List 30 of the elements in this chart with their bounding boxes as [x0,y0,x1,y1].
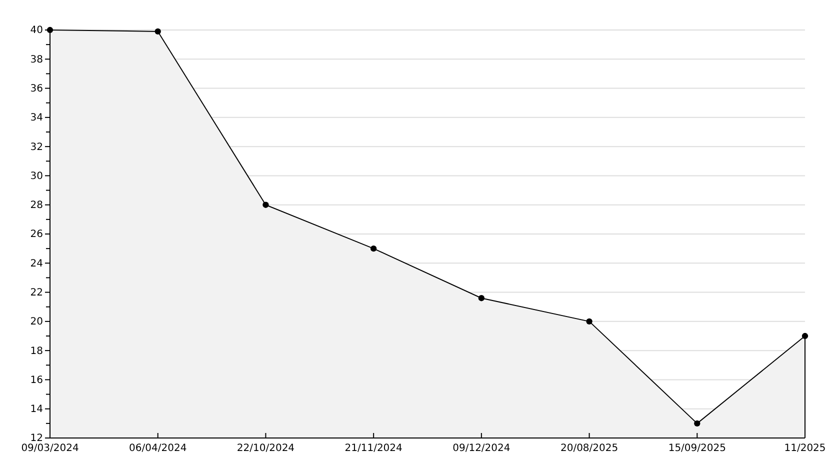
point [370,245,377,252]
y-tick-label: 28 [30,200,43,212]
y-tick-label: 16 [30,374,43,386]
y-tick-label: 34 [30,112,43,124]
y-tick-label: 22 [30,287,43,298]
point [586,318,592,325]
x-tick-label: 21/11/2024 [344,443,402,454]
y-tick-label: 24 [30,258,43,270]
x-tick-label: 06/04/2024 [129,443,187,454]
point [694,420,700,427]
x-tick-label: 11/2025 [784,443,826,454]
y-tick-label: 26 [30,229,43,240]
x-tick-label: 09/12/2024 [452,443,510,454]
y-tick-label: 30 [30,170,43,182]
x-tick-label: 09/03/2024 [21,443,79,454]
y-tick-label: 12 [30,433,43,444]
y-tick-label: 36 [30,83,43,94]
y-tick-label: 40 [30,25,43,36]
point [262,202,269,208]
y-tick-label: 14 [30,404,43,416]
point [154,28,161,35]
point [478,295,485,302]
y-tick-label: 38 [30,54,43,66]
y-tick-label: 18 [30,346,43,357]
point [802,332,808,340]
y-tick-label: 20 [30,316,43,328]
y-tick-label: 32 [30,142,43,153]
x-tick-label: 15/09/2025 [668,443,726,454]
x-tick-label: 20/08/2025 [560,443,618,454]
x-tick-label: 22/10/2024 [236,443,295,454]
